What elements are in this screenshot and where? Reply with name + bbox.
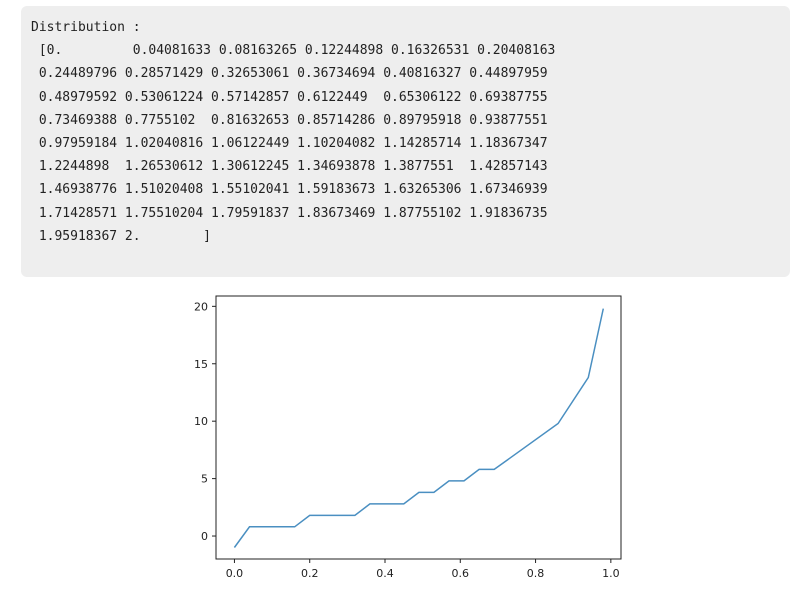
output-line: 0.48979592 0.53061224 0.57142857 0.61224… bbox=[31, 89, 548, 105]
output-line: Distribution : bbox=[31, 20, 141, 35]
output-line: 1.71428571 1.75510204 1.79591837 1.83673… bbox=[31, 205, 548, 221]
distribution-output-text: Distribution : [0. 0.04081633 0.08163265… bbox=[31, 16, 555, 248]
x-tick-label: 0.2 bbox=[301, 567, 319, 580]
plot-frame bbox=[215, 295, 622, 560]
output-line: 1.46938776 1.51020408 1.55102041 1.59183… bbox=[31, 182, 548, 198]
x-tick-label: 1.0 bbox=[602, 567, 620, 580]
y-tick-label: 10 bbox=[194, 415, 208, 428]
x-tick-label: 0.4 bbox=[376, 567, 394, 580]
output-line: 0.97959184 1.02040816 1.06122449 1.10204… bbox=[31, 136, 548, 152]
output-line: [0. 0.04081633 0.08163265 0.12244898 0.1… bbox=[31, 43, 556, 59]
output-line: 1.2244898 1.26530612 1.30612245 1.346938… bbox=[31, 159, 548, 175]
output-line: 1.95918367 2. ] bbox=[31, 228, 212, 244]
y-axis: 0 5 10 15 20 bbox=[194, 300, 216, 543]
y-tick-label: 5 bbox=[201, 473, 208, 486]
cell-output-area: Distribution : [0. 0.04081633 0.08163265… bbox=[21, 6, 790, 277]
x-tick-label: 0.0 bbox=[226, 567, 244, 580]
output-line: 0.73469388 0.7755102 0.81632653 0.857142… bbox=[31, 112, 548, 128]
x-tick-label: 0.8 bbox=[527, 567, 545, 580]
y-tick-label: 20 bbox=[194, 300, 208, 313]
x-tick-label: 0.6 bbox=[452, 567, 470, 580]
output-line: 0.24489796 0.28571429 0.32653061 0.36734… bbox=[31, 66, 548, 82]
x-axis: 0.0 0.2 0.4 0.6 0.8 1.0 bbox=[226, 559, 620, 580]
series-line bbox=[233, 308, 605, 548]
y-tick-label: 15 bbox=[194, 358, 208, 371]
y-tick-label: 0 bbox=[201, 530, 208, 543]
